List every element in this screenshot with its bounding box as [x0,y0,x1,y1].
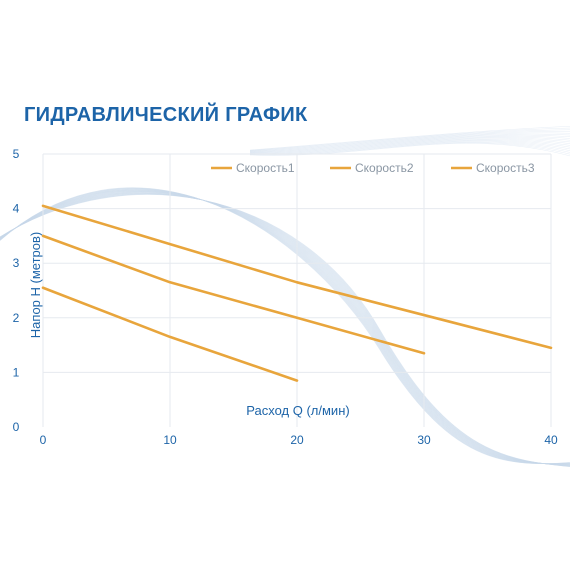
background-wave [0,188,570,464]
background-wave [249,143,570,157]
axis-ticks: 0 10 20 30 40 0 1 2 3 4 5 [13,147,558,447]
background-wave [249,127,570,151]
background-wave [249,141,570,155]
background-wave [249,140,570,155]
y-tick-label: 1 [13,365,20,379]
background-wave [0,190,570,465]
background-wave [0,189,570,465]
series-line-1 [41,286,299,382]
x-tick-label: 10 [163,433,177,447]
background-wave [0,188,570,464]
background-wave [249,126,570,151]
background-wave [249,132,570,152]
chart-legend: Скорость1 Скорость2 Скорость3 [211,161,535,175]
background-wave [0,188,570,464]
series-line-2 [41,234,426,355]
x-tick-label: 20 [290,433,304,447]
background-wave [249,136,570,153]
background-wave [249,135,570,153]
background-wave [0,187,570,464]
legend-label: Скорость3 [476,161,535,175]
y-tick-label: 0 [13,420,20,434]
background-wave [0,190,570,465]
x-tick-label: 30 [417,433,431,447]
background-wave [0,187,570,464]
background-wave [0,189,570,465]
background-wave [249,137,570,153]
background-wave [249,134,570,153]
page-title: ГИДРАВЛИЧЕСКИЙ ГРАФИК [24,104,308,126]
background-wave [0,189,570,465]
legend-label: Скорость2 [355,161,414,175]
y-tick-label: 4 [13,202,20,216]
background-wave [0,188,570,464]
background-wave [249,133,570,152]
background-wave [249,138,570,154]
legend-label: Скорость1 [236,161,295,175]
x-tick-label: 0 [40,433,47,447]
y-tick-label: 2 [13,311,20,325]
y-tick-label: 3 [13,256,20,270]
background-wave [249,138,570,154]
x-tick-label: 40 [544,433,558,447]
chart-series [41,204,553,382]
background-wave [249,131,570,152]
background-wave [249,139,570,154]
x-axis-label: Расход Q (л/мин) [246,403,349,418]
background-wave-decoration [0,126,570,468]
series-line-3 [41,204,553,350]
background-wave [249,129,570,151]
y-axis-label: Напор H (метров) [28,232,43,338]
y-tick-label: 5 [13,147,20,161]
chart-grid [42,153,552,427]
